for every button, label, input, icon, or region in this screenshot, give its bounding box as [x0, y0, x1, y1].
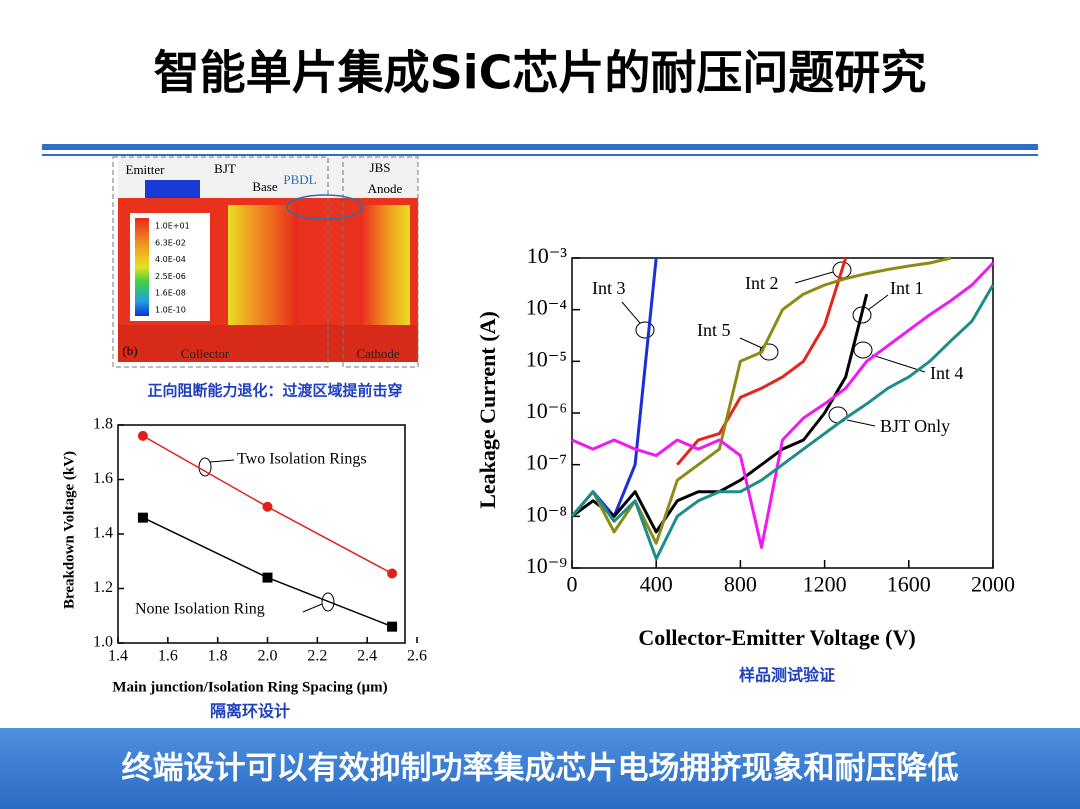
y-axis-title: Breakdown Voltage (kV)	[61, 451, 77, 609]
y-tick-label: 1.4	[93, 525, 113, 542]
bjt-frame	[112, 156, 329, 368]
x-tick-label: 1.4	[108, 647, 128, 664]
title-rule-thin	[42, 154, 1038, 156]
figure-label: (b)	[122, 343, 137, 358]
emitter-contact	[145, 180, 200, 198]
chart-caption: 样品测试验证	[739, 666, 835, 685]
annotation-pointer	[794, 271, 834, 284]
series-label: Int 2	[745, 273, 779, 293]
x-axis-title: Main junction/Isolation Ring Spacing (μm…	[112, 679, 387, 695]
y-tick-label: 1.6	[93, 470, 113, 487]
x-tick-label: 400	[640, 572, 673, 597]
chart2-annotations	[621, 261, 926, 427]
figure-label: Anode	[368, 181, 403, 196]
x-axis-title: Collector-Emitter Voltage (V)	[638, 625, 915, 650]
series-label: Int 1	[890, 278, 924, 298]
slide-title: 智能单片集成SiC芯片的耐压问题研究	[154, 46, 927, 100]
contour-left	[228, 205, 298, 325]
figure-label: Base	[252, 179, 278, 194]
series-line	[676, 257, 848, 466]
y-tick-label: 1.8	[93, 416, 113, 433]
figure-label: PBDL	[283, 172, 316, 187]
figure-label: Emitter	[126, 162, 166, 177]
color-legend-label: 1.0E-10	[155, 306, 186, 315]
point-marker	[262, 501, 273, 512]
pbdl-ellipse	[286, 194, 364, 220]
annotation-ellipse	[321, 592, 335, 612]
jbs-frame	[342, 156, 419, 368]
color-legend-label: 1.6E-08	[155, 289, 186, 298]
y-tick-label: 10⁻⁵	[526, 346, 567, 371]
x-tick-label: 2.2	[307, 647, 327, 664]
x-tick-label: 2000	[971, 572, 1015, 597]
figure-caption: 正向阻断能力退化：过渡区域提前击穿	[147, 382, 402, 400]
annotation-pointer	[302, 603, 323, 613]
annotation-pointer	[871, 354, 926, 373]
series-label: BJT Only	[880, 416, 950, 436]
x-tick-label: 1600	[887, 572, 931, 597]
plot-frame	[571, 257, 994, 569]
annotation-pointer	[209, 459, 235, 463]
color-legend-label: 1.0E+01	[155, 222, 190, 231]
x-tick-label: 800	[724, 572, 757, 597]
annotation-pointer	[621, 301, 641, 324]
x-tick-label: 1.6	[158, 647, 178, 664]
y-tick-label: 1.0	[93, 634, 113, 651]
figure-label: JBS	[370, 160, 391, 175]
series-label: Int 5	[697, 320, 731, 340]
figure-label: BJT	[214, 161, 236, 176]
x-tick-label: 2.6	[407, 647, 427, 664]
chart: 1.4 1.6 1.8 2.0 2.2 2.4 2.6 1.0 1.2 1.4 1.6 1.8 Main…	[61, 416, 427, 721]
color-legend-label: 2.5E-06	[155, 272, 186, 281]
chart: 0 400 800 1200 1600 2000 10⁻⁹ 10⁻⁸ 10⁻⁷ 10⁻⁶ 10⁻⁵ 1…	[475, 243, 1015, 684]
chart-caption: 隔离环设计	[210, 702, 290, 721]
series-label: None Isolation Ring	[135, 601, 265, 618]
simulation-figure	[112, 156, 419, 368]
title-rule	[42, 144, 1038, 150]
annotation-pointer	[846, 419, 876, 427]
y-tick-label: 10⁻⁹	[526, 553, 568, 578]
x-tick-label: 1.8	[208, 647, 228, 664]
color-bar	[135, 218, 149, 316]
series-label: Int 3	[592, 278, 626, 298]
point-marker	[137, 512, 148, 523]
series-label: Two Isolation Rings	[237, 451, 367, 468]
x-tick-label: 2.0	[258, 647, 278, 664]
point-marker	[262, 572, 273, 583]
x-tick-label: 1200	[803, 572, 847, 597]
figure-label: Cathode	[356, 346, 400, 361]
color-legend-label: 6.3E-02	[155, 238, 186, 247]
annotation-pointer	[867, 294, 889, 311]
series-line	[571, 261, 995, 549]
color-legend-label: 4.0E-04	[155, 255, 186, 264]
y-axis-title: Leakage Current (A)	[475, 311, 500, 509]
y-tick-label: 1.2	[93, 579, 113, 596]
annotation-ellipse	[832, 261, 852, 279]
footer-text: 终端设计可以有效抑制功率集成芯片电场拥挤现象和耐压降低	[122, 751, 959, 787]
point-marker	[387, 621, 398, 632]
point-marker	[387, 568, 398, 579]
annotation-pointer	[739, 337, 763, 349]
y-tick-label: 10⁻³	[527, 243, 568, 268]
series-line	[570, 284, 995, 561]
y-tick-label: 10⁻⁴	[526, 295, 568, 320]
contour-right	[360, 205, 410, 325]
annotation-ellipse	[635, 321, 655, 339]
y-tick-label: 10⁻⁶	[526, 398, 567, 423]
x-tick-label: 0	[567, 572, 578, 597]
point-marker	[137, 430, 148, 441]
figure-label: Collector	[181, 346, 230, 361]
footer-band	[0, 728, 1080, 809]
y-tick-label: 10⁻⁷	[526, 450, 567, 475]
series-label: Int 4	[930, 363, 964, 383]
annotation-ellipse	[853, 341, 873, 359]
chart1-annotations	[198, 457, 335, 613]
substrate	[118, 325, 418, 362]
y-tick-label: 10⁻⁸	[526, 501, 567, 526]
x-tick-label: 2.4	[357, 647, 377, 664]
